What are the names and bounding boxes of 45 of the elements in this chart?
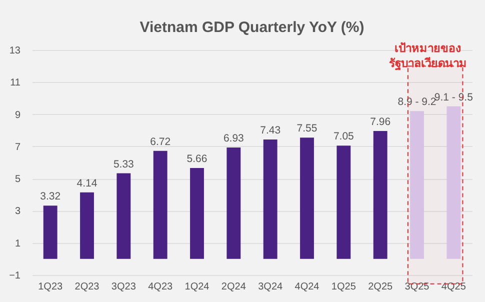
bar [116,173,131,259]
x-tick-label: 2Q23 [74,282,100,292]
bar [373,131,388,259]
bar [226,148,241,259]
data-label: 5.33 [113,158,134,170]
data-label: 7.05 [333,130,354,143]
data-label: 7.96 [370,116,391,128]
y-tick-label: 9 [14,110,21,121]
x-tick-label: 3Q23 [111,282,136,292]
bar [446,106,461,259]
x-tick-label: 1Q25 [331,282,356,292]
x-tick-label: 1Q24 [184,282,210,292]
data-label: 7.43 [260,124,281,137]
x-tick-label: 2Q25 [368,282,393,292]
x-tick-label: 4Q24 [294,282,320,292]
data-label: 7.55 [296,122,318,135]
data-label: 6.93 [223,132,244,145]
y-tick-label: 11 [10,78,21,89]
bar [263,140,278,259]
y-tick-label: 3 [14,206,21,218]
data-label: 6.72 [150,136,171,148]
x-tick-label: 3Q25 [404,282,430,292]
x-tick-label: 3Q24 [258,282,283,292]
bar [190,168,204,259]
y-tick-label: 7 [14,142,21,153]
data-label: 4.14 [76,177,98,190]
y-tick-label: 13 [9,46,21,56]
data-label: 3.32 [40,190,61,203]
x-tick-label: 2Q24 [221,282,246,292]
x-tick-label: 1Q23 [38,282,63,292]
bar [43,206,58,259]
y-tick-label: 5 [14,174,21,186]
annotation: 8.9 - 9.2 [398,96,436,108]
band-label: เป้าหมายของ รัฐบาลเวียดนาม [389,41,468,71]
bar [153,150,168,259]
x-tick-label: 4Q25 [441,282,466,292]
bar [410,111,424,259]
y-tick-label: −1 [9,270,21,282]
x-tick-label: 4Q23 [148,282,173,292]
bar [80,192,94,259]
data-label: 5.66 [186,152,208,165]
y-tick-label: 1 [14,238,21,250]
bar [336,146,351,259]
chart-title: Vietnam GDP Quarterly YoY (%) [140,19,364,36]
bar [300,138,314,259]
